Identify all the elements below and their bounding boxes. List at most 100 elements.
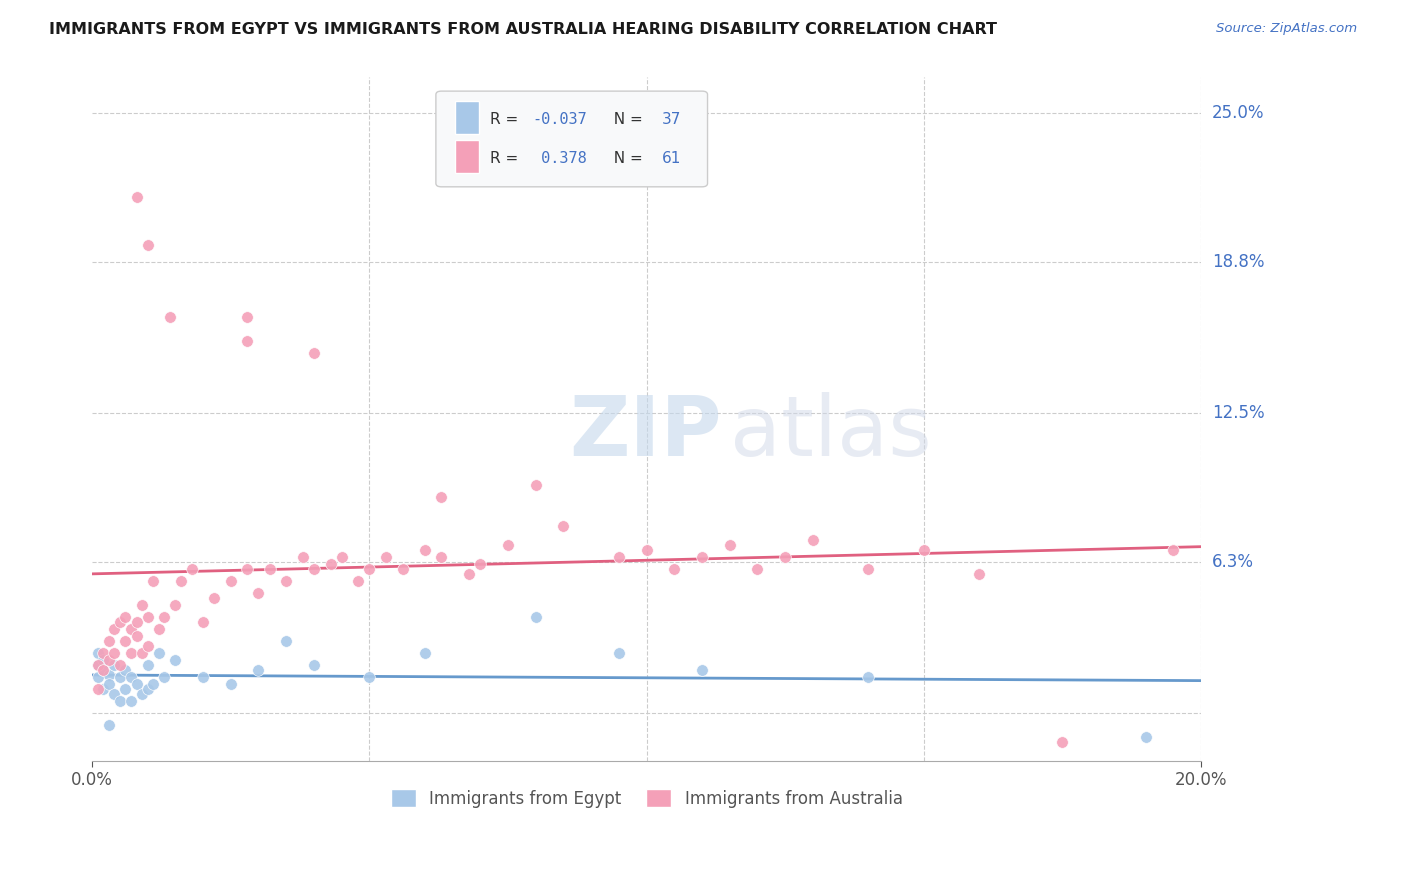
Point [458,566,481,581]
Point [801,533,824,548]
Point [108,658,131,673]
Text: N =: N = [605,112,648,127]
Point [97,634,120,648]
Point [131,598,153,612]
Point [191,670,214,684]
Point [718,538,741,552]
Point [236,562,259,576]
Point [219,574,242,589]
Point [91,646,114,660]
Point [91,663,114,677]
Point [114,663,136,677]
Point [524,610,547,624]
Point [103,687,125,701]
Point [219,677,242,691]
Point [114,610,136,624]
Point [664,562,686,576]
Text: 37: 37 [662,112,682,127]
Point [359,670,381,684]
Point [97,667,120,681]
Text: 6.3%: 6.3% [1212,553,1254,571]
Text: Source: ZipAtlas.com: Source: ZipAtlas.com [1216,22,1357,36]
Point [607,646,630,660]
Point [148,646,170,660]
Point [247,663,270,677]
Point [1161,543,1184,558]
Point [87,658,110,673]
Point [470,558,492,572]
Point [103,622,125,636]
Point [858,562,880,576]
Point [153,610,176,624]
Legend: Immigrants from Egypt, Immigrants from Australia: Immigrants from Egypt, Immigrants from A… [384,783,910,814]
Point [302,346,325,360]
Point [330,550,353,565]
Point [524,478,547,492]
Text: ZIP: ZIP [569,392,721,474]
Point [165,598,187,612]
Point [912,543,935,558]
Point [359,562,381,576]
Point [747,562,769,576]
Point [125,677,148,691]
Point [496,538,519,552]
Point [120,646,142,660]
Text: atlas: atlas [730,392,931,474]
Point [87,646,110,660]
Point [120,622,142,636]
Point [142,677,165,691]
Point [690,550,713,565]
FancyBboxPatch shape [454,102,479,134]
Text: R =: R = [491,151,523,166]
Point [108,670,131,684]
Point [607,550,630,565]
FancyBboxPatch shape [436,91,707,186]
Point [375,550,398,565]
Point [413,646,436,660]
Point [120,694,142,708]
Point [125,190,148,204]
Text: -0.037: -0.037 [533,112,588,127]
Point [319,558,342,572]
Point [236,310,259,325]
Point [247,586,270,600]
Point [1052,735,1074,749]
Point [967,566,990,581]
Point [114,634,136,648]
Point [91,653,114,667]
Point [136,639,159,653]
Point [108,615,131,629]
Point [131,646,153,660]
Point [136,610,159,624]
Text: 61: 61 [662,151,682,166]
Point [259,562,281,576]
Point [302,562,325,576]
Point [87,670,110,684]
Point [276,634,298,648]
Point [858,670,880,684]
Point [302,658,325,673]
Point [191,615,214,629]
Point [114,682,136,697]
Point [636,543,658,558]
Point [1135,730,1157,744]
Point [103,658,125,673]
Point [125,615,148,629]
Text: N =: N = [605,151,648,166]
Text: 0.378: 0.378 [533,151,588,166]
Point [430,490,453,504]
Point [165,653,187,667]
Point [413,543,436,558]
Point [131,687,153,701]
Point [87,658,110,673]
Point [97,677,120,691]
Point [91,682,114,697]
Point [148,622,170,636]
Point [391,562,413,576]
Point [136,238,159,252]
Point [430,550,453,565]
Text: 18.8%: 18.8% [1212,253,1264,271]
Point [87,682,110,697]
Point [97,718,120,732]
Text: IMMIGRANTS FROM EGYPT VS IMMIGRANTS FROM AUSTRALIA HEARING DISABILITY CORRELATIO: IMMIGRANTS FROM EGYPT VS IMMIGRANTS FROM… [49,22,997,37]
